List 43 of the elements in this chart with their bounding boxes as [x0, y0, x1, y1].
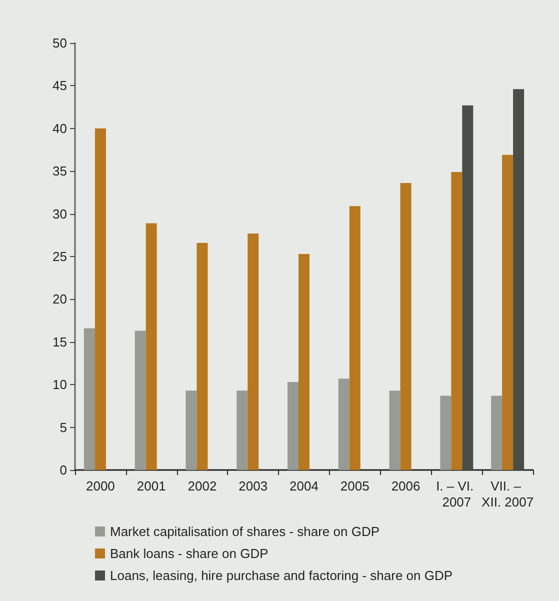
bar [462, 105, 474, 470]
bar [513, 89, 524, 470]
bar [94, 128, 106, 470]
x-tick-label: 2005 [340, 478, 370, 494]
legend-label: Loans, leasing, hire purchase and factoring - share on GDP [110, 568, 453, 583]
bar [186, 390, 197, 470]
y-tick-label: 15 [52, 334, 67, 350]
bar [491, 396, 502, 470]
bar [196, 242, 208, 470]
x-tick-label: 2001 [136, 478, 166, 494]
bar [349, 206, 360, 470]
y-tick-label: 25 [52, 249, 67, 264]
y-tick-label: 50 [52, 36, 67, 50]
bar [502, 154, 514, 470]
bar [298, 254, 310, 470]
x-tick-label: VII. – XII. 2007 [482, 478, 534, 510]
y-tick-label: 30 [52, 206, 67, 222]
x-tick-label: 2002 [188, 478, 217, 494]
bar [338, 378, 350, 470]
bar [134, 330, 146, 470]
bar [440, 396, 452, 470]
bar [248, 233, 259, 470]
bar [389, 390, 400, 470]
bar [400, 183, 412, 470]
y-tick-label: 40 [52, 120, 67, 136]
y-tick-label: 0 [60, 462, 67, 478]
bar [236, 390, 248, 470]
bar [451, 172, 462, 470]
x-tick-label: 2004 [290, 478, 318, 494]
y-tick-label: 45 [52, 78, 67, 94]
x-tick-label: 2006 [391, 478, 420, 494]
y-tick-label: 35 [52, 164, 67, 179]
x-tick-label: I. – VI. 2007 [436, 478, 478, 510]
bar [146, 223, 157, 470]
legend-label: Bank loans - share on GDP [110, 546, 268, 561]
y-tick-label: 20 [52, 292, 67, 307]
y-tick-label: 5 [60, 420, 67, 435]
bar [84, 328, 95, 470]
legend-label: Market capitalisation of shares - share on GDP [110, 524, 380, 539]
y-tick-label: 10 [52, 377, 67, 392]
bar [288, 382, 298, 470]
x-tick-label: 2000 [86, 478, 115, 494]
x-tick-label: 2003 [238, 478, 268, 494]
